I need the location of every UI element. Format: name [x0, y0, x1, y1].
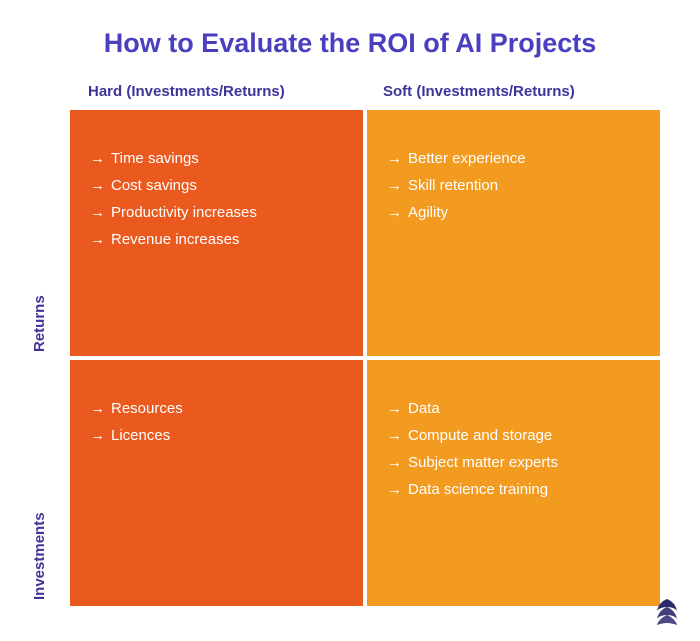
quadrant-item-text: Time savings	[111, 150, 199, 167]
quadrant-item-text: Revenue increases	[111, 231, 239, 248]
quadrant-item: → Productivity increases	[90, 204, 345, 221]
quadrant-hard-investments: → Resources → Licences	[70, 360, 363, 606]
quadrant-item-text: Better experience	[408, 150, 526, 167]
row-labels: Returns Investments	[40, 110, 70, 606]
arrow-icon: →	[387, 150, 402, 167]
col-header-hard: Hard (Investments/Returns)	[70, 77, 365, 110]
quadrant-hard-returns: → Time savings → Cost savings → Productivity …	[70, 110, 363, 356]
quadrant-item: → Skill retention	[387, 177, 642, 194]
quadrant-item: → Time savings	[90, 150, 345, 167]
quadrant-item: → Revenue increases	[90, 231, 345, 248]
quadrant-item: → Resources	[90, 400, 345, 417]
quadrant-item-text: Data science training	[408, 481, 548, 498]
arrow-icon: →	[90, 150, 105, 167]
arrow-icon: →	[90, 427, 105, 444]
quadrant-item-text: Licences	[111, 427, 170, 444]
quadrant-item-text: Productivity increases	[111, 204, 257, 221]
quadrant-item: → Data	[387, 400, 642, 417]
quadrant-item-text: Data	[408, 400, 440, 417]
quadrant-item: → Cost savings	[90, 177, 345, 194]
quadrant-grid: → Time savings → Cost savings → Productivity …	[70, 110, 660, 606]
arrow-icon: →	[387, 427, 402, 444]
quadrant-soft-returns: → Better experience → Skill retention → Agili…	[367, 110, 660, 356]
arrow-icon: →	[90, 400, 105, 417]
arrow-icon: →	[387, 204, 402, 221]
arrow-icon: →	[90, 231, 105, 248]
brand-logo-icon	[652, 597, 682, 627]
quadrant-item: → Compute and storage	[387, 427, 642, 444]
row-label-investments-text: Investments	[31, 512, 48, 600]
quadrant-item-text: Resources	[111, 400, 183, 417]
matrix-area: Returns Investments → Time savings → Cost s…	[40, 110, 660, 606]
column-headers: Hard (Investments/Returns) Soft (Investm…	[70, 77, 660, 110]
quadrant-item: → Licences	[90, 427, 345, 444]
arrow-icon: →	[90, 177, 105, 194]
infographic-container: How to Evaluate the ROI of AI Projects H…	[0, 0, 700, 626]
row-label-returns-text: Returns	[31, 295, 48, 352]
quadrant-item-text: Compute and storage	[408, 427, 552, 444]
quadrant-soft-investments: → Data → Compute and storage → Subject matter…	[367, 360, 660, 606]
quadrant-item: → Agility	[387, 204, 642, 221]
arrow-icon: →	[387, 454, 402, 471]
quadrant-item-text: Cost savings	[111, 177, 197, 194]
row-label-investments: Investments	[40, 358, 70, 606]
arrow-icon: →	[90, 204, 105, 221]
quadrant-item: → Data science training	[387, 481, 642, 498]
quadrant-item-text: Subject matter experts	[408, 454, 558, 471]
quadrant-item-text: Agility	[408, 204, 448, 221]
col-header-soft: Soft (Investments/Returns)	[365, 77, 660, 110]
row-label-returns: Returns	[40, 110, 70, 358]
quadrant-item: → Better experience	[387, 150, 642, 167]
quadrant-item: → Subject matter experts	[387, 454, 642, 471]
arrow-icon: →	[387, 481, 402, 498]
arrow-icon: →	[387, 400, 402, 417]
quadrant-item-text: Skill retention	[408, 177, 498, 194]
page-title: How to Evaluate the ROI of AI Projects	[40, 28, 660, 59]
arrow-icon: →	[387, 177, 402, 194]
